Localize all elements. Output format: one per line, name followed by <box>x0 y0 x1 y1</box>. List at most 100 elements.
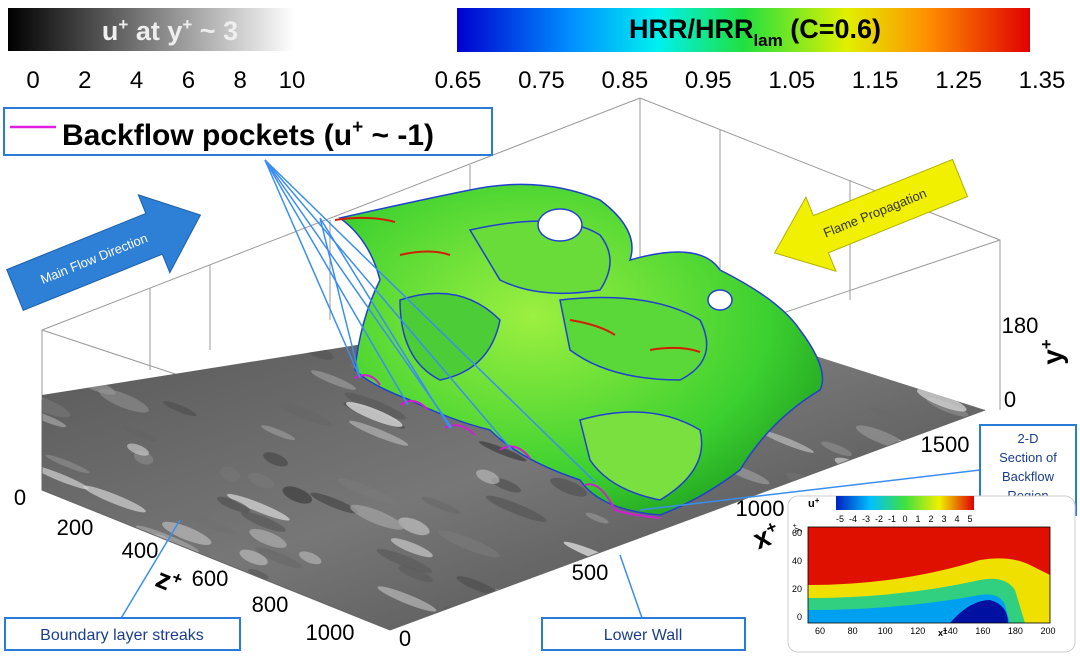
colorbar-gray <box>8 8 295 51</box>
streak <box>868 406 899 421</box>
streak <box>916 388 967 412</box>
streak <box>924 323 948 336</box>
streak <box>656 595 710 618</box>
z-tick-label: 200 <box>57 515 94 540</box>
streak <box>220 466 241 482</box>
y-axis-label: y+ <box>1037 339 1068 365</box>
streak <box>240 511 286 532</box>
streak <box>550 477 588 497</box>
inset-x-tick: 60 <box>815 626 825 636</box>
streak <box>278 402 332 426</box>
streak <box>476 469 500 484</box>
streak <box>42 410 67 428</box>
inset-x-label: x+ <box>938 628 947 638</box>
streak <box>656 595 686 612</box>
streak <box>176 323 211 340</box>
colorbar-tick-label: 1.15 <box>852 67 899 94</box>
floor-edge <box>41 400 986 631</box>
streak <box>759 430 814 453</box>
streak <box>479 441 527 462</box>
inset-x-tick: 80 <box>848 626 858 636</box>
x-tick-label: 1000 <box>736 496 785 521</box>
streak <box>398 517 430 536</box>
x-tick-label: 0 <box>399 626 411 651</box>
streak <box>585 512 609 524</box>
streak <box>377 586 437 612</box>
streak <box>299 551 322 565</box>
y-tick-label: 0 <box>1004 387 1016 412</box>
streak <box>398 565 433 583</box>
inset-x-tick: 200 <box>1040 626 1055 636</box>
inset-frame <box>807 526 1051 624</box>
streak <box>184 300 208 307</box>
streak <box>83 485 146 513</box>
streak <box>239 549 268 566</box>
streak <box>42 391 71 418</box>
colorbar-tick-label: 8 <box>234 67 247 94</box>
streak <box>139 326 196 353</box>
streak <box>42 332 75 354</box>
colorbar-tick-label: 1.05 <box>768 67 815 94</box>
streak <box>121 425 158 442</box>
annotation: Boundary layer streaks <box>40 627 204 644</box>
streak <box>248 568 269 580</box>
streak <box>227 493 290 521</box>
colorbar-tick-label: 1.35 <box>1019 67 1066 94</box>
streak <box>230 530 292 558</box>
streak <box>282 486 313 504</box>
inset-colorbar-tick: 5 <box>967 514 972 524</box>
streak <box>261 425 296 441</box>
legend-label: Backflow pockets (u+ ~ -1) <box>62 117 434 152</box>
x-tick-label: 1500 <box>921 432 970 457</box>
colorbar-title: HRR/HRRlam (C=0.6) <box>629 14 881 50</box>
inset-y-tick: 20 <box>792 584 802 594</box>
streak <box>437 530 500 558</box>
z-tick-label: 600 <box>192 566 229 591</box>
streak <box>946 375 985 400</box>
streak <box>493 588 534 610</box>
inset-colorbar-tick: 4 <box>954 514 959 524</box>
streak <box>162 521 212 545</box>
x-tick-label: 500 <box>572 560 609 585</box>
colorbar-tick-label: 0.95 <box>685 67 732 94</box>
inset-y-label: y+ <box>792 523 802 532</box>
streak <box>98 388 149 413</box>
streak <box>687 544 739 566</box>
streak <box>247 472 274 489</box>
flame-arrow: Flame Propagation <box>773 158 969 273</box>
inset-x-tick: 120 <box>910 626 925 636</box>
colorbar-tick-label: 10 <box>279 67 306 94</box>
colorbar-tick-label: 6 <box>182 67 195 94</box>
inset-y-tick: 0 <box>797 612 802 622</box>
streak <box>263 452 288 467</box>
pointer-line <box>619 554 643 619</box>
z-axis-label: z+ <box>152 562 186 600</box>
annotation: 2-D <box>1018 431 1039 446</box>
main-flow-arrow: Main Flow Direction <box>6 194 202 312</box>
streak <box>175 303 240 330</box>
colorbar-tick-label: 4 <box>130 67 143 94</box>
streak <box>376 548 433 574</box>
inset-colorbar-tick: 1 <box>915 514 920 524</box>
streak <box>178 510 235 535</box>
inset-colorbar-tick: 2 <box>928 514 933 524</box>
inset-colorbar <box>836 496 974 510</box>
streak <box>127 443 150 456</box>
streak <box>216 496 251 513</box>
streak <box>45 454 90 474</box>
streak <box>91 333 154 361</box>
streak <box>135 525 199 553</box>
inset-colorbar-tick: -3 <box>862 514 870 524</box>
streak <box>821 441 852 456</box>
inset-colorbar-tick: -2 <box>875 514 883 524</box>
inset-y-tick: 60 <box>792 528 802 538</box>
backflow-pocket <box>354 374 661 519</box>
flame-highlight <box>334 216 701 353</box>
annotation: Section of <box>999 450 1057 465</box>
streak <box>304 333 332 348</box>
streak <box>310 492 359 514</box>
inset-contour <box>950 600 1008 623</box>
flame-surface <box>338 183 824 516</box>
inset-colorbar-tick: -4 <box>849 514 857 524</box>
streak <box>337 478 397 505</box>
